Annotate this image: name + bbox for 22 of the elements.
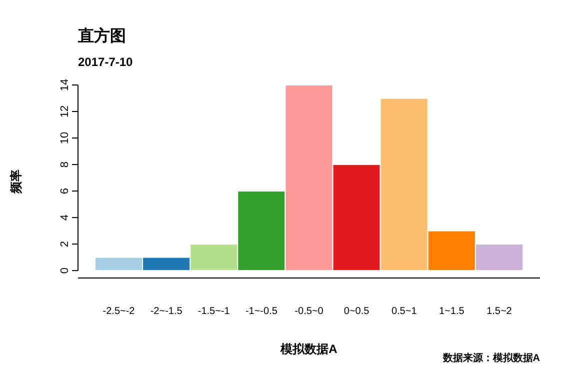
- x-tick-label: 1~1.5: [439, 306, 465, 317]
- x-tick-label: -2~-1.5: [150, 306, 183, 317]
- x-tick-label: 0.5~1: [391, 306, 418, 317]
- y-tick-label: 12: [59, 105, 71, 118]
- x-tick-label: -0.5~0: [294, 306, 324, 317]
- chart-subtitle: 2017-7-10: [78, 55, 134, 69]
- x-tick-label: 1.5~2: [486, 306, 512, 317]
- y-tick-label: 0: [59, 268, 71, 274]
- y-tick-label: 6: [59, 188, 71, 194]
- x-tick-label: 0~0.5: [344, 306, 370, 317]
- y-tick-label: 14: [59, 78, 71, 92]
- x-axis-title: 模拟数据A: [280, 342, 338, 356]
- x-tick-label: -2.5~-2: [102, 306, 136, 317]
- y-tick-label: 4: [59, 214, 71, 221]
- y-axis-title: 频率: [9, 170, 23, 194]
- y-tick-label: 10: [59, 132, 71, 144]
- x-tick-label: -1~-0.5: [245, 306, 278, 317]
- x-tick-label: -1.5~-1: [198, 306, 230, 317]
- y-tick-label: 2: [59, 241, 71, 248]
- chart-title: 直方图: [77, 26, 126, 45]
- source-note: 数据来源：模拟数据A: [442, 352, 540, 364]
- y-tick-label: 8: [59, 161, 71, 168]
